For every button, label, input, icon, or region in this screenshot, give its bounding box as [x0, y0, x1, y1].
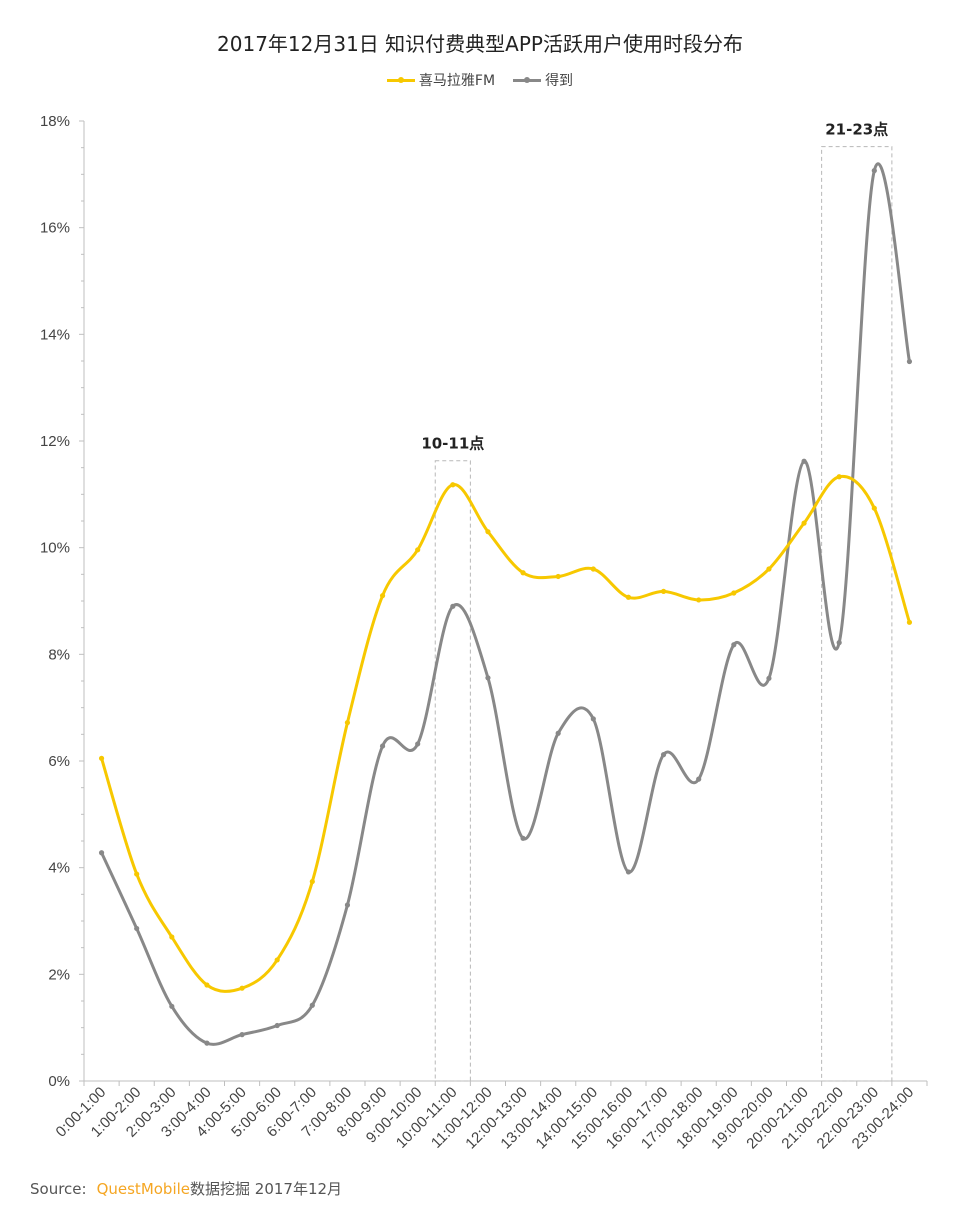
data-point-dedao	[836, 640, 842, 646]
data-point-ximalaya	[590, 566, 596, 572]
y-tick-label: 14%	[40, 326, 70, 343]
y-tick-label: 8%	[48, 646, 70, 663]
data-point-dedao	[415, 741, 421, 747]
source-rest: 数据挖掘 2017年12月	[190, 1180, 343, 1198]
y-tick-label: 16%	[40, 220, 70, 237]
y-tick-label: 2%	[48, 966, 70, 983]
data-point-ximalaya	[906, 619, 913, 625]
y-tick-label: 6%	[48, 753, 70, 770]
data-point-dedao	[660, 752, 667, 758]
legend-swatch-dedao	[513, 76, 542, 83]
data-point-dedao	[520, 835, 526, 841]
data-point-ximalaya	[871, 505, 877, 511]
data-point-dedao	[906, 358, 913, 365]
y-tick-label: 18%	[40, 113, 70, 130]
annotation-label: 10-11点	[421, 435, 484, 453]
legend-swatch-ximalaya	[386, 76, 415, 83]
data-point-ximalaya	[169, 934, 175, 940]
data-point-dedao	[625, 869, 632, 875]
data-point-ximalaya	[344, 720, 351, 726]
source-note: Source: QuestMobile数据挖掘 2017年12月	[30, 1178, 342, 1199]
source-brand: QuestMobile	[96, 1180, 191, 1198]
data-point-ximalaya	[625, 594, 632, 600]
data-point-dedao	[134, 925, 140, 932]
data-point-dedao	[169, 1003, 175, 1009]
data-point-dedao	[450, 603, 456, 609]
data-point-ximalaya	[520, 570, 526, 576]
data-point-dedao	[239, 1032, 245, 1038]
data-point-dedao	[344, 902, 351, 908]
data-point-dedao	[801, 458, 807, 464]
data-point-ximalaya	[204, 982, 210, 988]
legend-item-ximalaya: 喜马拉雅FM	[386, 70, 496, 90]
data-point-ximalaya	[134, 871, 140, 877]
data-point-ximalaya	[660, 588, 667, 595]
data-point-dedao	[204, 1040, 210, 1046]
data-point-ximalaya	[379, 593, 386, 599]
data-point-ximalaya	[415, 547, 421, 553]
annotation-box	[821, 146, 893, 1082]
y-tick-label: 4%	[48, 860, 70, 877]
data-point-ximalaya	[801, 520, 807, 526]
legend-item-dedao: 得到	[513, 70, 573, 90]
data-point-ximalaya	[98, 755, 105, 761]
y-tick-label: 10%	[40, 540, 70, 557]
data-point-dedao	[766, 675, 772, 681]
data-point-dedao	[731, 642, 737, 648]
legend-label-dedao: 得到	[545, 73, 574, 89]
series-line-dedao	[100, 162, 911, 1046]
data-point-ximalaya	[274, 957, 280, 963]
annotation-box	[434, 460, 471, 1082]
data-point-dedao	[98, 850, 105, 856]
data-point-dedao	[555, 730, 561, 736]
data-point-ximalaya	[766, 566, 772, 572]
data-point-dedao	[485, 675, 491, 681]
source-prefix: Source:	[30, 1180, 87, 1198]
data-point-ximalaya	[731, 590, 737, 596]
data-point-ximalaya	[696, 597, 702, 603]
y-tick-label: 0%	[48, 1073, 70, 1090]
data-point-dedao	[696, 776, 702, 782]
data-point-dedao	[379, 743, 386, 749]
y-tick-label: 12%	[40, 433, 70, 450]
legend: 喜马拉雅FM 得到	[0, 70, 960, 90]
legend-label-ximalaya: 喜马拉雅FM	[418, 73, 496, 89]
data-point-ximalaya	[239, 985, 245, 991]
annotation-label: 21-23点	[825, 121, 888, 139]
data-point-ximalaya	[485, 529, 491, 535]
data-point-dedao	[274, 1022, 280, 1029]
data-point-dedao	[590, 716, 596, 722]
data-point-dedao	[871, 168, 877, 174]
data-point-ximalaya	[450, 482, 456, 488]
chart-title: 2017年12月31日 知识付费典型APP活跃用户使用时段分布	[217, 32, 743, 56]
data-point-ximalaya	[555, 573, 561, 580]
data-point-ximalaya	[836, 474, 842, 480]
data-point-dedao	[309, 1002, 315, 1008]
data-point-ximalaya	[309, 878, 315, 885]
